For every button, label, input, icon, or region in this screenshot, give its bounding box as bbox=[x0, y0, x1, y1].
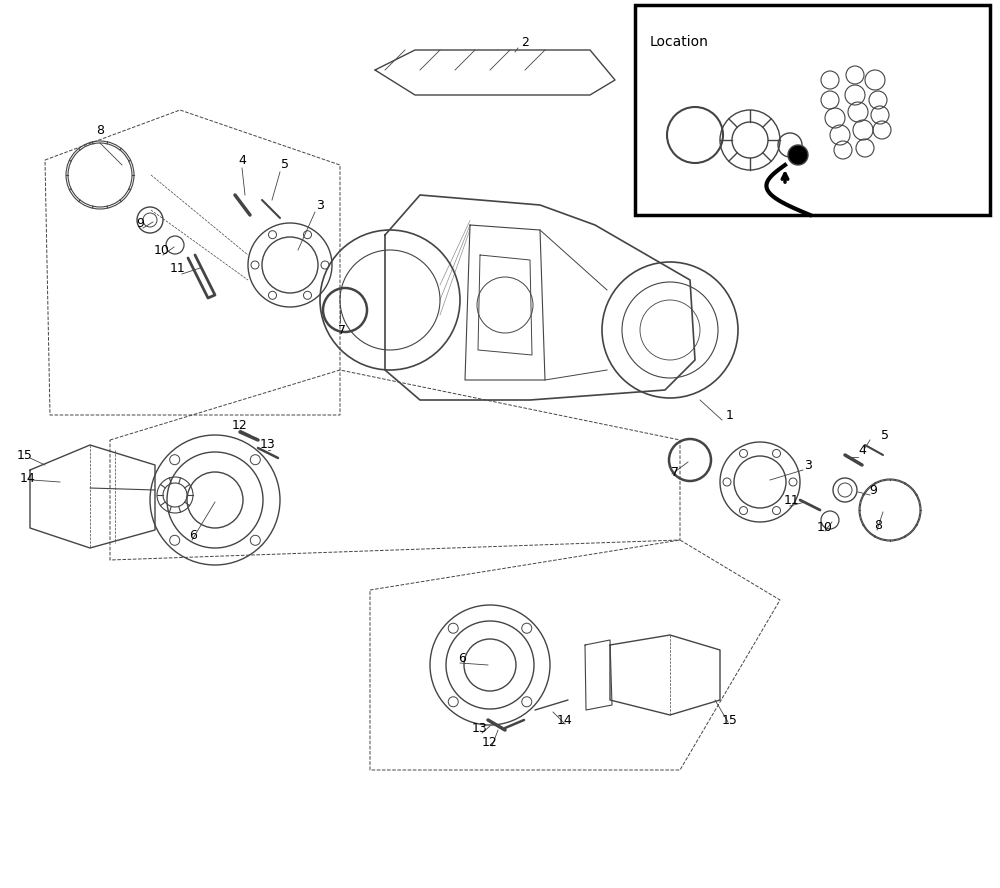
Text: 12: 12 bbox=[232, 418, 248, 432]
Text: 14: 14 bbox=[20, 472, 36, 485]
Text: 6: 6 bbox=[189, 528, 197, 542]
Text: 2: 2 bbox=[521, 36, 529, 49]
Text: 15: 15 bbox=[17, 448, 33, 462]
Text: 3: 3 bbox=[316, 199, 324, 211]
Text: 11: 11 bbox=[170, 261, 186, 274]
Text: 8: 8 bbox=[874, 519, 882, 532]
Text: 13: 13 bbox=[260, 438, 276, 450]
Text: 4: 4 bbox=[858, 443, 866, 456]
Bar bbox=[635, 5, 990, 215]
Circle shape bbox=[788, 145, 808, 165]
Text: 5: 5 bbox=[281, 158, 289, 171]
Text: 7: 7 bbox=[338, 323, 346, 337]
Text: 9: 9 bbox=[869, 483, 877, 496]
Text: 13: 13 bbox=[472, 721, 488, 734]
Text: 15: 15 bbox=[722, 713, 738, 726]
Text: 9: 9 bbox=[136, 217, 144, 229]
Text: 5: 5 bbox=[881, 429, 889, 441]
Text: 4: 4 bbox=[238, 154, 246, 167]
Text: 3: 3 bbox=[804, 458, 812, 472]
Text: 1: 1 bbox=[726, 408, 734, 422]
Text: 12: 12 bbox=[482, 735, 498, 749]
Text: 10: 10 bbox=[154, 243, 170, 257]
Text: 11: 11 bbox=[784, 494, 800, 506]
Text: 10: 10 bbox=[817, 520, 833, 534]
Text: Location: Location bbox=[650, 35, 709, 49]
Text: 8: 8 bbox=[96, 123, 104, 137]
Text: 7: 7 bbox=[671, 465, 679, 479]
Text: 14: 14 bbox=[557, 713, 573, 726]
Text: 6: 6 bbox=[458, 652, 466, 664]
